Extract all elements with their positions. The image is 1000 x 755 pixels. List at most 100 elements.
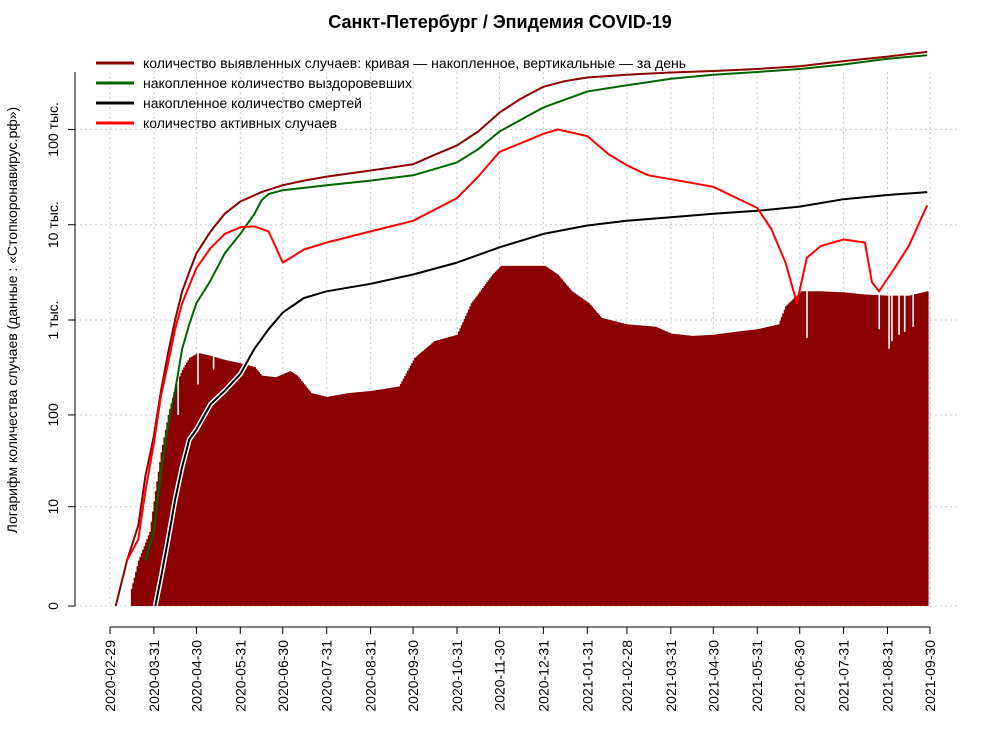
daily-bar <box>844 292 847 606</box>
daily-bar <box>300 380 303 606</box>
daily-bar <box>520 265 523 606</box>
daily-bar <box>718 333 721 606</box>
daily-bar <box>729 332 732 606</box>
daily-bar <box>602 318 605 606</box>
daily-bar <box>278 376 280 606</box>
daily-bar <box>203 354 205 606</box>
daily-bar <box>690 335 693 606</box>
daily-bar <box>348 393 351 606</box>
daily-bar <box>703 335 705 606</box>
daily-bar <box>724 333 727 606</box>
daily-bar <box>592 308 595 606</box>
daily-bar <box>181 369 184 606</box>
daily-bar <box>320 395 323 606</box>
daily-bar <box>802 291 804 606</box>
series-line-1 <box>114 50 928 607</box>
daily-bar <box>796 295 799 606</box>
daily-bar <box>705 335 708 606</box>
daily-bar <box>340 394 343 606</box>
daily-bar <box>303 384 306 606</box>
daily-bar <box>813 291 816 606</box>
daily-bar <box>567 286 569 606</box>
daily-bar <box>736 331 739 606</box>
daily-bar <box>136 566 139 606</box>
x-tick-label: 2021-02-28 <box>619 640 635 712</box>
daily-bar <box>666 331 668 606</box>
daily-bar <box>848 292 851 606</box>
daily-bar <box>390 387 392 606</box>
daily-bar <box>846 292 848 606</box>
daily-bar <box>272 376 275 606</box>
daily-bar <box>140 553 143 606</box>
daily-bar <box>708 334 711 606</box>
daily-bar <box>586 302 589 606</box>
y-tick-label: 1 тыс. <box>45 300 61 339</box>
daily-bar <box>669 332 671 606</box>
daily-bar <box>414 357 416 606</box>
daily-bar <box>170 403 173 606</box>
daily-bar <box>925 291 928 606</box>
x-tick-label: 2020-05-31 <box>232 640 248 712</box>
daily-bar <box>280 374 283 606</box>
daily-bar <box>639 325 642 606</box>
daily-bar <box>484 284 487 606</box>
daily-bar <box>227 360 229 606</box>
daily-bar <box>700 335 702 606</box>
daily-bar <box>663 330 666 606</box>
daily-bar <box>623 323 626 606</box>
daily-bar <box>221 359 224 606</box>
daily-bar <box>855 293 858 606</box>
daily-bar <box>290 372 293 606</box>
daily-bar <box>439 339 442 606</box>
x-tick-label: 2021-06-30 <box>792 640 808 712</box>
daily-bar <box>254 367 256 606</box>
daily-bar <box>285 372 288 606</box>
daily-bar <box>712 334 715 606</box>
daily-bar <box>803 291 806 606</box>
daily-bar <box>346 393 348 606</box>
daily-bar <box>249 365 252 606</box>
daily-bar <box>909 295 912 606</box>
daily-bar <box>368 391 371 606</box>
daily-bar <box>872 294 875 606</box>
daily-bar <box>812 291 814 606</box>
daily-bar <box>459 328 462 606</box>
daily-bar <box>875 295 878 606</box>
daily-bar <box>837 292 840 606</box>
daily-bar <box>428 345 431 606</box>
x-tick-label: 2020-06-30 <box>275 640 291 712</box>
daily-bar <box>258 372 261 606</box>
daily-bar <box>229 361 232 606</box>
daily-bar <box>619 322 622 606</box>
daily-bar <box>710 334 712 606</box>
daily-bar <box>667 332 670 606</box>
daily-bar <box>830 291 833 606</box>
y-tick-label: 0 <box>45 602 61 610</box>
daily-bar <box>799 292 802 606</box>
daily-bar <box>551 270 554 606</box>
daily-bar <box>197 352 200 606</box>
daily-bar <box>507 265 510 606</box>
daily-bar <box>905 295 908 606</box>
daily-bar <box>433 341 436 606</box>
daily-bar <box>601 317 603 606</box>
daily-bar <box>857 293 860 606</box>
daily-bar <box>727 332 729 606</box>
daily-bar <box>889 295 892 606</box>
daily-bar <box>365 391 368 606</box>
daily-bar <box>201 353 204 606</box>
daily-bar <box>919 292 922 606</box>
daily-bar <box>460 325 463 606</box>
daily-bar <box>789 302 792 606</box>
daily-bar <box>269 376 272 606</box>
daily-bar <box>769 326 772 606</box>
daily-bar <box>323 396 326 606</box>
daily-bar <box>449 336 452 606</box>
daily-bar <box>738 331 741 606</box>
daily-bar <box>565 284 568 606</box>
daily-bar <box>331 395 334 606</box>
daily-bar <box>603 318 606 606</box>
daily-bar <box>840 292 843 606</box>
daily-bar <box>854 293 857 606</box>
